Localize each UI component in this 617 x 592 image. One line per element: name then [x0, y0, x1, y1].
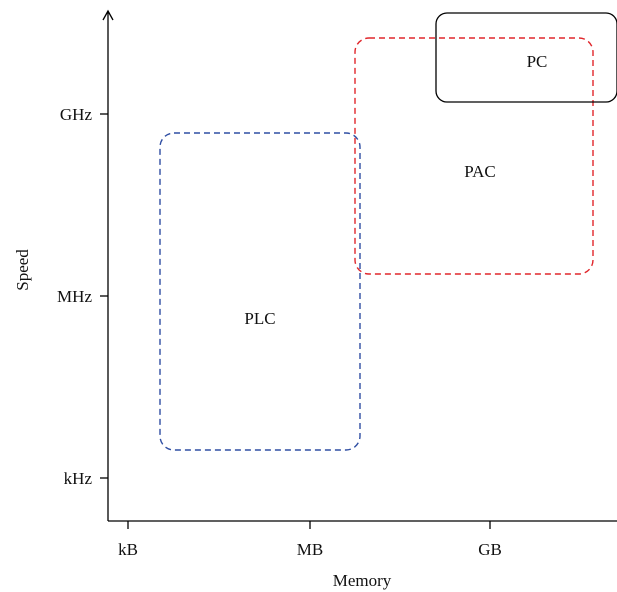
- y-tick-label-ghz: GHz: [60, 105, 93, 124]
- y-axis-label: Speed: [13, 249, 32, 291]
- plc-label: PLC: [244, 309, 275, 328]
- pac-label: PAC: [464, 162, 496, 181]
- x-tick-label-kb: kB: [118, 540, 138, 559]
- y-axis-arrowhead: [102, 9, 114, 21]
- x-tick-label-gb: GB: [478, 540, 502, 559]
- x-tick-label-mb: MB: [297, 540, 323, 559]
- x-axis-label: Memory: [333, 571, 392, 590]
- x-ticks: [127, 521, 491, 529]
- y-tick-label-mhz: MHz: [57, 287, 92, 306]
- y-tick-label-khz: kHz: [64, 469, 93, 488]
- axes: [102, 9, 617, 522]
- pac-region: [354, 37, 594, 275]
- pc-label: PC: [527, 52, 548, 71]
- pc-region: [435, 12, 617, 103]
- plc-region: [159, 132, 361, 451]
- y-ticks: [100, 113, 108, 479]
